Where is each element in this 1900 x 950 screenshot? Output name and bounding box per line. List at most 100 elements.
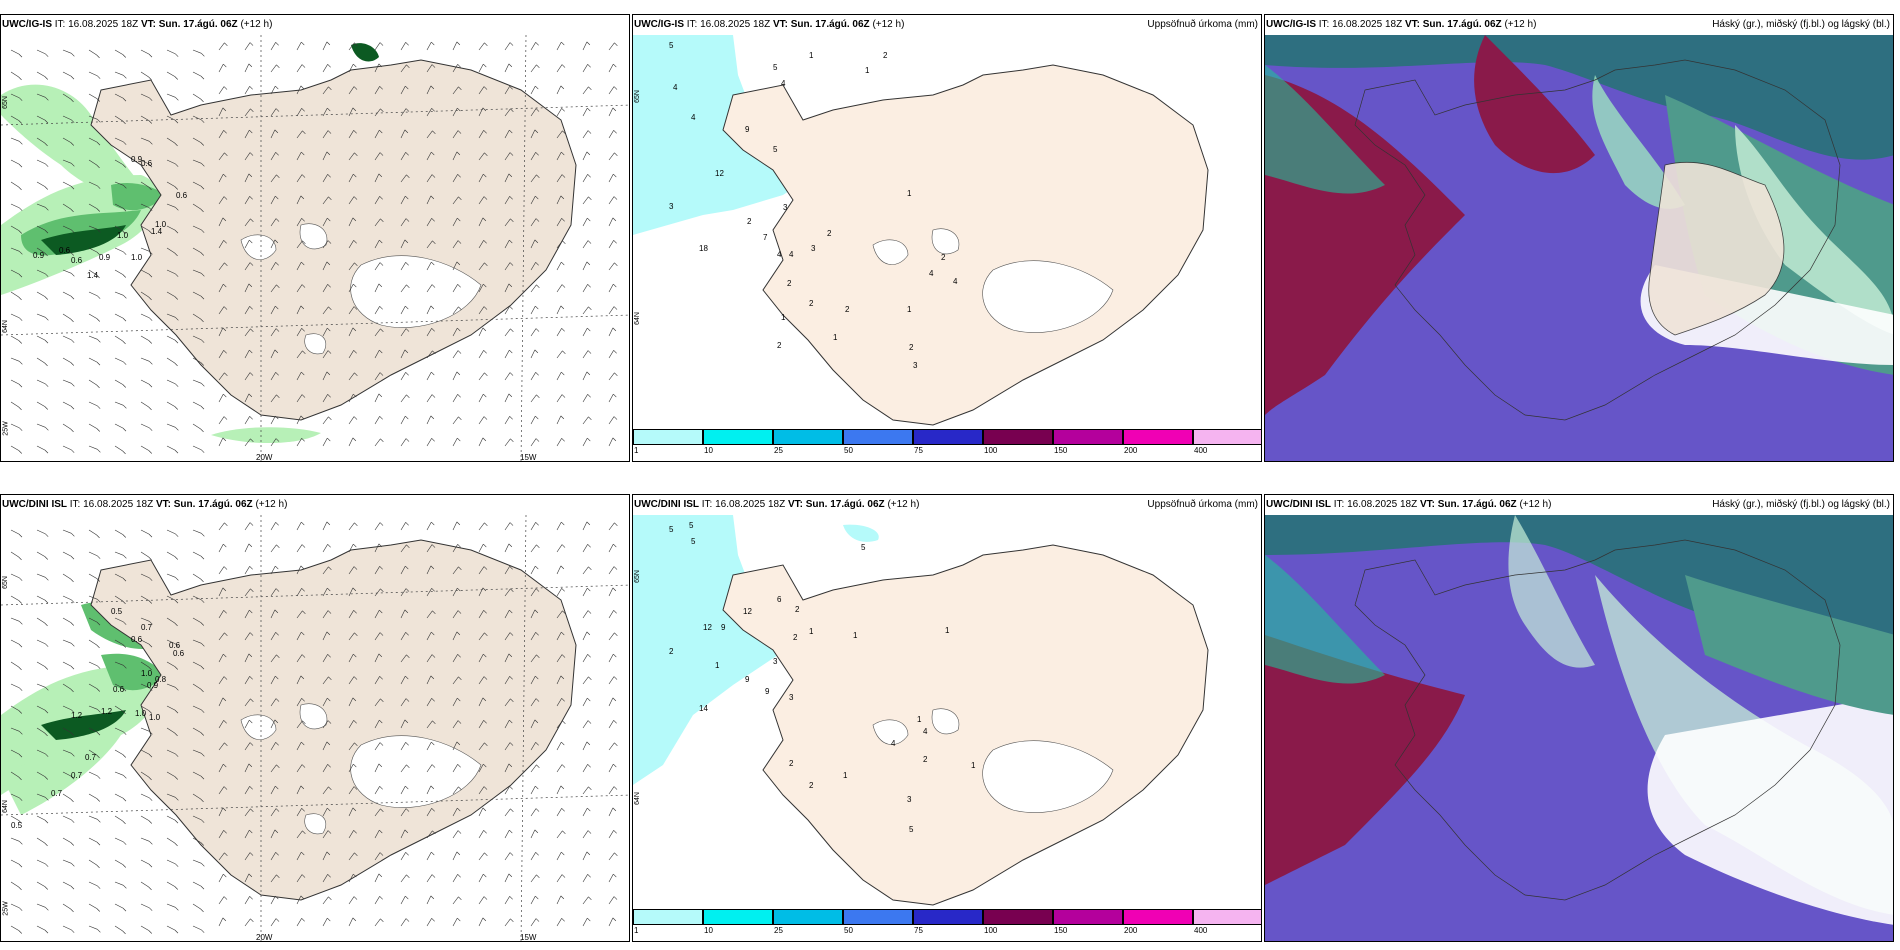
wind-barb — [556, 918, 562, 927]
wind-barb — [348, 807, 354, 817]
wind-barb-flag — [96, 141, 101, 146]
wind-barb-flag — [405, 808, 410, 812]
wind-barb-flag — [123, 885, 127, 889]
wind-barb — [452, 437, 458, 447]
wind-barb — [556, 588, 562, 597]
wind-barb — [452, 720, 459, 729]
wind-barb — [582, 786, 589, 795]
wind-barb-flag — [536, 764, 540, 769]
wind-barb-flag — [561, 918, 565, 922]
precip-value-label: 1 — [809, 51, 814, 60]
wind-barb — [348, 610, 354, 619]
precip-value-label: 12 — [703, 623, 712, 632]
wind-barb-flag — [96, 731, 101, 736]
wind-barb — [504, 283, 510, 293]
wind-barb-flag — [328, 196, 332, 201]
wind-barb-flag — [328, 416, 332, 421]
wind-barb — [478, 393, 484, 403]
wind-barb-flag — [484, 522, 488, 527]
wind-barb-flag — [586, 631, 591, 636]
wind-barb-flag — [484, 152, 488, 157]
wind-barb — [192, 793, 201, 800]
wind-barb — [88, 705, 98, 710]
wind-barb — [62, 749, 72, 754]
wind-value-label: 0.7 — [85, 753, 97, 762]
wind-barb-flag — [70, 665, 75, 670]
wind-barb-flag — [222, 587, 227, 592]
wind-barb — [556, 108, 562, 117]
wind-barb — [426, 874, 433, 883]
wind-barb — [348, 372, 355, 381]
wind-barb-flag — [561, 174, 566, 178]
wind-barb-flag — [432, 130, 436, 135]
wind-barb — [400, 785, 406, 795]
wind-barb — [36, 71, 45, 77]
wind-barb — [400, 239, 406, 249]
wind-barb-flag — [174, 362, 178, 367]
wind-barb-flag — [200, 185, 205, 190]
wind-barb-flag — [560, 895, 565, 900]
wind-barb-flag — [223, 196, 228, 200]
wind-barb — [608, 416, 615, 425]
wind-barb-flag — [148, 797, 153, 801]
wind-barb — [296, 394, 303, 403]
wind-barb — [348, 653, 354, 663]
wind-barb-flag — [70, 185, 75, 190]
wind-barb-flag — [484, 632, 488, 637]
wind-barb-flag — [483, 196, 488, 200]
wind-barb-flag — [248, 543, 253, 548]
wind-barb — [608, 653, 614, 663]
wind-barb-flag — [326, 261, 331, 266]
wind-barb — [36, 49, 46, 54]
wind-barb-flag — [482, 697, 487, 702]
wind-barb-flag — [560, 415, 565, 420]
wind-barb-flag — [431, 521, 435, 526]
wind-barb-flag — [561, 588, 565, 592]
wind-barb — [478, 807, 484, 817]
wind-barb-flag — [587, 107, 591, 112]
wind-barb-flag — [70, 775, 75, 780]
lead-time: (+12 h) — [1519, 499, 1552, 510]
wind-barb — [114, 771, 124, 776]
wind-barb — [114, 159, 123, 165]
panel-header: UWC/IG-IS IT: 16.08.2025 18Z VT: Sun. 17… — [1, 15, 629, 35]
wind-barb — [426, 808, 432, 817]
wind-barb — [166, 137, 175, 144]
wind-barb — [36, 595, 46, 601]
wind-barb-flag — [149, 841, 153, 845]
wind-barb — [244, 86, 250, 95]
wind-barb — [504, 63, 510, 73]
wind-barb-flag — [354, 742, 358, 747]
wind-barb-flag — [379, 152, 384, 156]
wind-barb — [296, 874, 303, 883]
wind-barb — [322, 240, 329, 249]
wind-barb-flag — [431, 851, 435, 856]
colorbar-tick-label: 25 — [774, 926, 783, 935]
wind-barb-flag — [70, 229, 75, 233]
wind-barb — [348, 393, 354, 403]
lead-time: (+12 h) — [887, 499, 920, 510]
colorbar-tick-label: 400 — [1194, 926, 1208, 935]
wind-barb — [244, 196, 250, 205]
glaciers — [240, 703, 482, 835]
wind-barb-flag — [70, 732, 75, 736]
wind-barb — [270, 152, 276, 161]
wind-barb-flag — [561, 851, 565, 856]
wind-barb-flag — [222, 807, 227, 812]
wind-barb — [582, 86, 589, 95]
wind-barb — [270, 129, 276, 139]
wind-barb — [322, 437, 328, 447]
precip-value-label: 1 — [971, 761, 976, 770]
wind-barb-flag — [44, 383, 49, 387]
wind-barb-flag — [70, 98, 74, 103]
wind-barb — [400, 764, 407, 773]
precip-value-label: 5 — [773, 63, 778, 72]
wind-barb-flag — [18, 450, 23, 454]
wind-barb-flag — [44, 709, 49, 714]
wind-barb — [88, 291, 98, 296]
precip-value-label: 2 — [883, 51, 888, 60]
wind-barb — [166, 793, 176, 798]
wind-barb-flag — [18, 643, 23, 648]
wind-barb-flag — [201, 383, 205, 387]
precip-value-label: 2 — [941, 253, 946, 262]
